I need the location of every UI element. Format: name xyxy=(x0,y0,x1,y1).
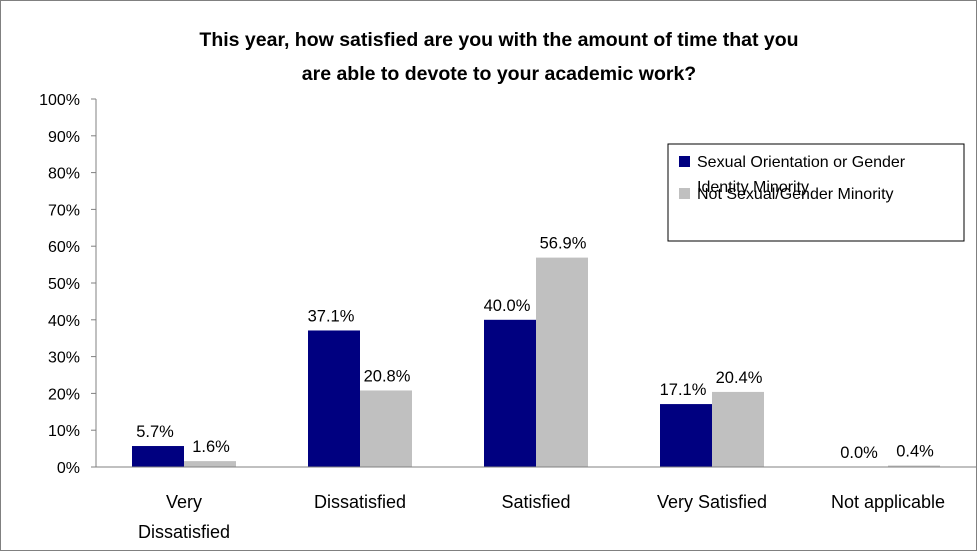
legend: Sexual Orientation or Gender Identity Min… xyxy=(667,143,965,242)
data-label: 0.0% xyxy=(840,444,878,462)
bar xyxy=(536,257,588,467)
y-tick-label: 100% xyxy=(39,92,80,109)
y-tick-label: 0% xyxy=(57,460,80,477)
y-tick-label: 30% xyxy=(48,350,80,367)
data-label: 56.9% xyxy=(540,235,587,253)
chart-title-line-2: are able to devote to your academic work… xyxy=(302,63,696,85)
legend-label: Identity Minority xyxy=(697,179,809,196)
chart-title-line-1: This year, how satisfied are you with th… xyxy=(199,29,798,51)
data-label: 1.6% xyxy=(192,438,230,456)
data-label: 17.1% xyxy=(660,381,707,399)
data-label: 40.0% xyxy=(484,297,531,315)
y-tick-label: 80% xyxy=(48,166,80,183)
data-label: 20.4% xyxy=(716,369,763,387)
bar xyxy=(308,330,360,467)
x-category-label: Dissatisfied xyxy=(138,522,230,542)
bar xyxy=(132,446,184,467)
bar xyxy=(484,319,536,467)
y-tick-label: 70% xyxy=(48,202,80,219)
y-tick-label: 40% xyxy=(48,313,80,330)
data-label: 37.1% xyxy=(308,307,355,325)
data-labels: 5.7% 1.6% 37.1% 20.8% 40.0% 56.9% 17.1% 20.4% 0.… xyxy=(136,235,934,462)
x-category-label: Not applicable xyxy=(831,492,945,512)
y-axis: 0% 10% 20% 30% 40% 50% 60% 70% 80% 90% 100% xyxy=(39,92,97,477)
y-tick-label: 60% xyxy=(48,239,80,256)
bar xyxy=(888,465,940,467)
x-axis: Very Dissatisfied Dissatisfied Satisfied Ver… xyxy=(96,466,976,542)
y-tick-label: 90% xyxy=(48,129,80,146)
bars xyxy=(132,257,940,467)
y-tick-label: 20% xyxy=(48,386,80,403)
legend-label: Not Sexual/Gender Minority xyxy=(697,186,894,203)
y-tick-label: 50% xyxy=(48,276,80,293)
data-label: 20.8% xyxy=(364,367,411,385)
data-label: 0.4% xyxy=(896,443,934,461)
x-category-label: Very xyxy=(166,492,202,512)
y-tick-label: 10% xyxy=(48,423,80,440)
x-category-label: Dissatisfied xyxy=(314,492,406,512)
x-category-label: Satisfied xyxy=(501,492,570,512)
bar xyxy=(360,390,412,467)
legend-swatch xyxy=(679,156,690,167)
legend-swatch xyxy=(679,188,690,199)
bar xyxy=(712,391,764,467)
bar xyxy=(184,461,236,467)
bar xyxy=(660,404,712,467)
legend-box xyxy=(667,143,965,242)
data-label: 5.7% xyxy=(136,423,174,441)
legend-label: Sexual Orientation or Gender xyxy=(697,154,906,171)
x-category-label: Very Satisfied xyxy=(657,492,767,512)
